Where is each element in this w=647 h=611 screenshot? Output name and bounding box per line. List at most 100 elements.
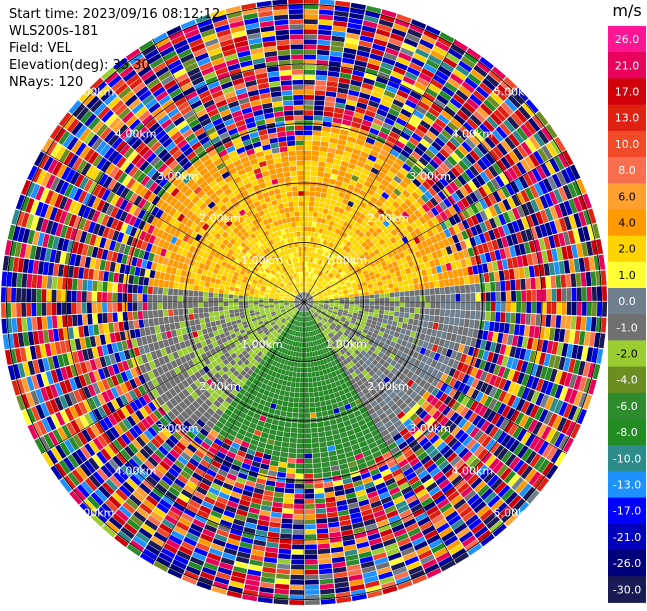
velocity-gate <box>380 306 385 310</box>
velocity-gate <box>279 462 288 468</box>
velocity-gate <box>312 372 316 377</box>
velocity-gate <box>296 372 300 377</box>
velocity-gate <box>328 148 336 154</box>
velocity-gate <box>304 403 309 408</box>
velocity-gate <box>309 393 314 398</box>
velocity-gate <box>299 408 304 413</box>
velocity-gate <box>489 322 495 332</box>
velocity-gate <box>318 559 331 565</box>
velocity-gate <box>390 307 395 312</box>
velocity-gate <box>304 413 310 418</box>
velocity-gate <box>327 512 338 518</box>
velocity-gate <box>318 162 325 168</box>
velocity-gate <box>278 554 291 560</box>
velocity-gate <box>323 472 332 478</box>
velocity-gate <box>312 222 316 227</box>
velocity-gate <box>332 429 339 435</box>
velocity-gate <box>270 517 281 523</box>
velocity-gate <box>410 331 416 338</box>
velocity-gate <box>318 30 332 36</box>
velocity-gate <box>551 276 557 289</box>
velocity-gate <box>320 375 325 380</box>
velocity-gate <box>384 311 389 316</box>
velocity-gate <box>312 141 320 146</box>
velocity-gate <box>304 363 307 368</box>
velocity-gate <box>325 101 335 107</box>
velocity-gate <box>445 302 450 309</box>
velocity-gate <box>391 326 397 332</box>
velocity-gate <box>383 315 388 320</box>
velocity-gate <box>430 288 435 295</box>
velocity-gate <box>319 442 327 448</box>
velocity-gate <box>299 403 304 408</box>
velocity-gate <box>310 186 316 191</box>
velocity-gate <box>304 237 307 242</box>
velocity-gate <box>304 186 310 191</box>
velocity-gate <box>571 316 577 330</box>
velocity-gate <box>458 327 464 336</box>
velocity-gate <box>283 432 290 437</box>
velocity-gate <box>398 317 403 323</box>
velocity-gate <box>304 252 306 257</box>
velocity-gate <box>315 498 325 503</box>
velocity-gate <box>319 391 324 397</box>
velocity-gate <box>322 467 331 473</box>
velocity-gate <box>306 337 308 342</box>
velocity-gate <box>304 24 318 29</box>
velocity-gate <box>331 169 339 175</box>
velocity-gate <box>304 337 306 342</box>
velocity-gate <box>410 296 415 301</box>
velocity-gate <box>414 314 419 320</box>
velocity-gate <box>500 312 505 322</box>
velocity-gate <box>294 499 304 504</box>
velocity-gate <box>329 179 336 185</box>
velocity-gate <box>293 514 304 519</box>
velocity-gate <box>397 322 403 328</box>
velocity-gate <box>310 352 313 357</box>
velocity-gate <box>268 434 276 440</box>
velocity-gate <box>331 424 338 430</box>
velocity-gate <box>326 502 337 508</box>
velocity-gate <box>294 393 299 398</box>
velocity-gate <box>290 433 297 438</box>
velocity-gate <box>535 277 541 289</box>
velocity-gate <box>305 570 318 575</box>
velocity-gate <box>496 292 501 302</box>
velocity-gate <box>400 269 406 275</box>
velocity-gate <box>309 196 314 201</box>
velocity-gate <box>299 398 304 403</box>
velocity-gate <box>301 363 304 368</box>
velocity-gate <box>304 423 310 428</box>
velocity-gate <box>433 323 439 330</box>
velocity-gate <box>274 589 289 595</box>
velocity-gate <box>308 372 312 377</box>
velocity-gate <box>586 317 592 331</box>
velocity-gate <box>457 268 463 277</box>
velocity-gate <box>300 378 304 383</box>
velocity-gate <box>329 300 334 302</box>
velocity-gate <box>304 100 314 105</box>
velocity-gate <box>378 314 383 319</box>
velocity-gate <box>305 544 317 549</box>
velocity-gate <box>291 428 298 433</box>
velocity-gate <box>323 208 329 214</box>
velocity-gate <box>405 302 410 307</box>
velocity-gate <box>305 509 315 514</box>
velocity-gate <box>326 215 331 221</box>
velocity-gate <box>333 190 340 196</box>
velocity-gate <box>566 316 572 329</box>
velocity-gate <box>327 405 333 411</box>
velocity-gate <box>354 307 359 310</box>
velocity-gate <box>515 313 521 324</box>
velocity-gate <box>317 55 329 61</box>
velocity-gate <box>329 205 335 211</box>
velocity-gate <box>305 489 314 494</box>
velocity-gate <box>369 295 374 299</box>
velocity-gate <box>304 408 309 413</box>
velocity-gate <box>294 509 304 514</box>
velocity-gate <box>449 278 455 286</box>
velocity-gate <box>587 302 592 316</box>
velocity-gate <box>306 257 309 262</box>
velocity-gate <box>426 328 432 335</box>
velocity-gate <box>304 368 308 373</box>
